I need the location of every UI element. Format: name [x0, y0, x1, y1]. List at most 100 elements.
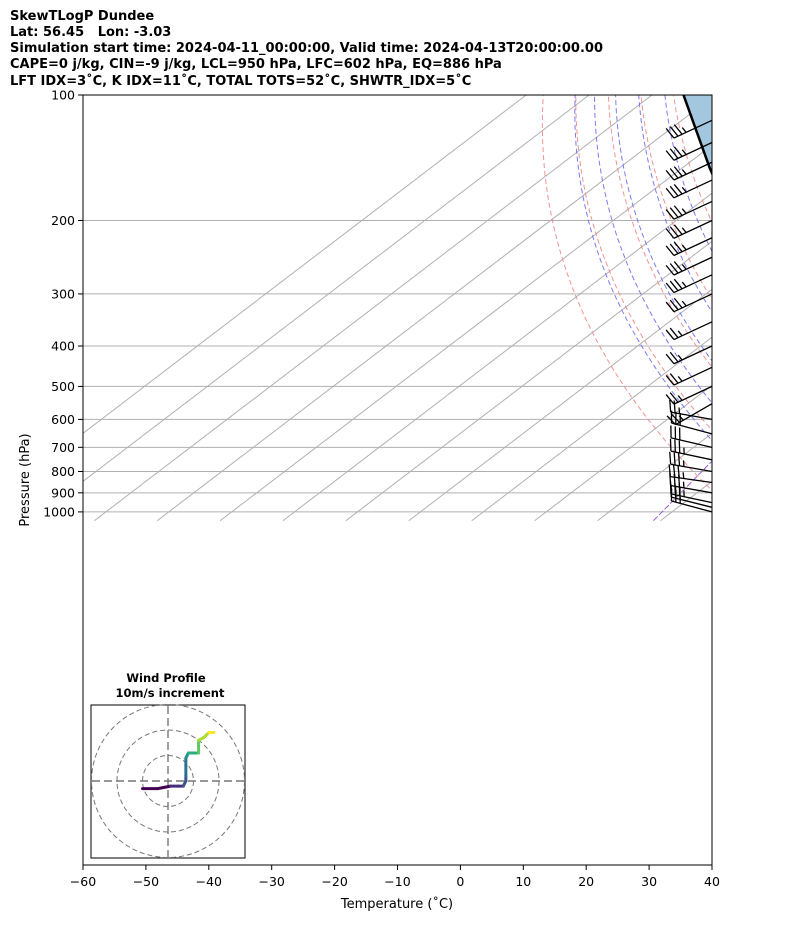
barb-half-flag — [677, 376, 683, 382]
barb-shaft — [673, 321, 713, 341]
isotherm-line — [408, 288, 712, 522]
barb-half-flag — [681, 186, 687, 193]
wind-barb — [668, 464, 713, 484]
index-line: LFT IDX=3˚C, K IDX=11˚C, TOTAL TOTS=52˚C… — [10, 74, 472, 89]
y-tick-label: 900 — [51, 485, 75, 500]
isotherm-line — [723, 95, 794, 521]
barb-half-flag — [682, 472, 685, 479]
isotherm-line — [345, 240, 712, 522]
wind-barb — [665, 385, 713, 405]
wind-barb — [665, 274, 713, 294]
barb-half-flag — [678, 415, 684, 421]
barb-flag — [665, 394, 675, 405]
barb-shaft — [670, 437, 713, 448]
isotherm-line — [471, 336, 712, 522]
mixing-ratio-line — [742, 386, 794, 520]
wind-barb — [665, 237, 713, 257]
axes: −60 −50 −40 −30 −20 −10 0 10 20 30 40 100 200 300 400 5… — [43, 88, 720, 890]
barb-shaft — [673, 219, 713, 239]
x-tick-label: 40 — [704, 874, 720, 889]
wind-barbs — [665, 119, 713, 513]
barb-shaft — [673, 385, 713, 405]
isotherm-line — [83, 95, 590, 482]
barb-flag — [673, 205, 683, 216]
wind-barb — [665, 219, 713, 239]
barb-shaft — [670, 493, 713, 504]
dry-adiabat — [607, 95, 712, 368]
profiles — [682, 95, 712, 177]
barb-flag — [677, 453, 681, 466]
barb-half-flag — [681, 264, 687, 270]
moist-adiabat — [615, 95, 712, 362]
x-tick-label: −40 — [196, 874, 222, 889]
barb-flag — [669, 148, 679, 159]
cape-cin-fill — [683, 95, 712, 173]
barb-flag — [673, 146, 683, 157]
barb-flag — [669, 299, 679, 311]
mixing-ratio-line — [653, 460, 712, 522]
barb-flag — [673, 124, 683, 135]
barb-flag — [665, 301, 675, 313]
barb-flag — [673, 261, 683, 272]
isotherm-line — [83, 95, 527, 434]
barb-flag — [665, 228, 675, 239]
barb-shaft — [671, 422, 713, 435]
barb-half-flag — [681, 169, 687, 175]
barb-half-flag — [681, 300, 687, 307]
barb-flag — [673, 241, 683, 253]
barb-shaft — [670, 450, 713, 461]
wind-barb — [665, 321, 713, 341]
location-line: Lat: 56.45 Lon: -3.03 — [10, 25, 172, 40]
hodograph-subtitle: 10m/s increment — [116, 686, 225, 700]
barb-flag — [673, 400, 676, 413]
barb-flag — [665, 353, 675, 365]
x-tick-label: 20 — [578, 874, 594, 889]
barb-flag — [666, 415, 677, 426]
chart-title: SkewTLogP Dundee — [10, 9, 155, 24]
time-line: Simulation start time: 2024-04-11_00:00:… — [10, 41, 603, 56]
barb-flag — [669, 207, 679, 218]
x-tick-label: 30 — [641, 874, 657, 889]
x-tick-label: 0 — [456, 874, 464, 889]
barb-shaft — [670, 463, 713, 473]
barb-flag — [677, 465, 680, 478]
wind-barb — [665, 161, 713, 181]
dry-adiabat — [640, 95, 712, 301]
barb-flag — [673, 184, 683, 195]
barb-flag — [669, 399, 672, 413]
barb-flag — [665, 375, 675, 386]
barb-shaft — [673, 161, 713, 181]
barb-flag — [673, 278, 683, 290]
moist-adiabat — [574, 95, 712, 442]
wind-barb — [665, 119, 713, 139]
y-axis-label: Pressure (hPa) — [18, 433, 33, 526]
hodograph-title: Wind Profile — [126, 671, 206, 685]
barb-flag — [665, 128, 675, 139]
y-tick-label: 1000 — [43, 504, 75, 519]
wind-barb — [669, 451, 713, 473]
wind-barb — [670, 410, 713, 435]
barb-shaft — [670, 484, 713, 494]
dry-adiabat — [673, 95, 712, 224]
wind-barb — [665, 141, 713, 161]
isotherm-line — [156, 96, 712, 522]
barb-flag — [669, 243, 679, 255]
barb-flag — [669, 451, 672, 465]
barb-flag — [665, 245, 675, 256]
barb-half-flag — [681, 127, 687, 133]
barb-flag — [665, 264, 675, 276]
x-tick-label: 10 — [515, 874, 531, 889]
barb-shaft — [673, 179, 713, 199]
barb-half-flag — [677, 395, 683, 401]
dry-adiabat — [705, 95, 712, 123]
moist-adiabat — [775, 95, 794, 521]
isotherm-line — [219, 144, 712, 522]
barb-half-flag — [677, 330, 683, 337]
barb-half-flag — [681, 208, 687, 214]
wind-barb — [670, 425, 713, 448]
barb-flag — [665, 170, 675, 181]
wind-barb — [665, 345, 713, 365]
barb-flag — [669, 280, 679, 292]
x-tick-label: −30 — [259, 874, 285, 889]
